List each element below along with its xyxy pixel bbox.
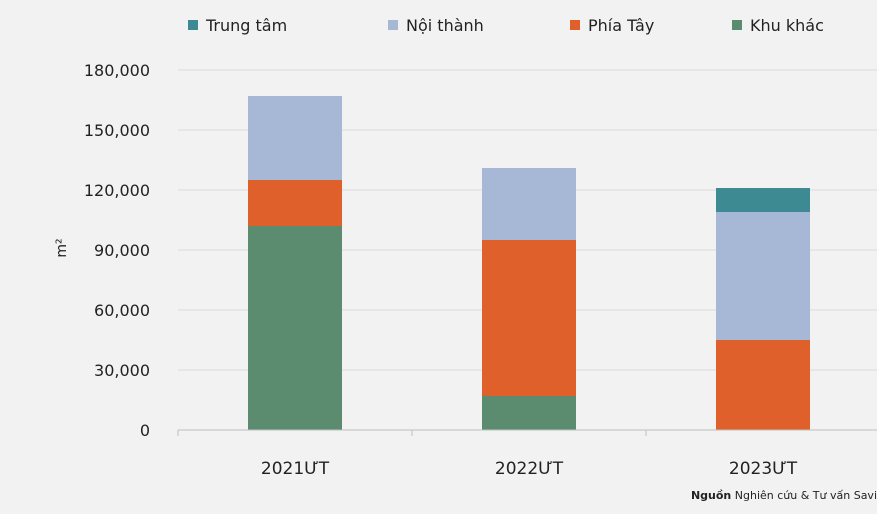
legend-item-khu-khac: Khu khác [732, 16, 824, 35]
x-category-labels: 2021ƯT 2022ƯT 2023ƯT [261, 459, 798, 479]
legend: Trung tâm Nội thành Phía Tây Khu khác [188, 16, 824, 35]
legend-item-noi-thanh: Nội thành [388, 16, 484, 35]
bar-segment-phia-tay [248, 180, 342, 226]
y-tick-label: 120,000 [84, 181, 150, 200]
x-category-label: 2022ƯT [495, 459, 564, 479]
legend-swatch [570, 20, 580, 30]
bar-segment-noi-thanh [716, 212, 810, 340]
y-tick-label: 60,000 [94, 301, 150, 320]
bar-segment-noi-thanh [482, 168, 576, 240]
legend-label: Phía Tây [588, 16, 654, 35]
legend-label: Trung tâm [205, 16, 287, 35]
bar-segment-phia-tay [716, 340, 810, 430]
source-text: Nghiên cứu & Tư vấn Savi [734, 489, 877, 502]
y-tick-label: 0 [140, 421, 150, 440]
y-tick-labels: 0 30,000 60,000 90,000 120,000 150,000 180,000 [84, 61, 150, 440]
source-note: Nguồn Nghiên cứu & Tư vấn Savi [691, 489, 877, 502]
legend-item-trung-tam: Trung tâm [188, 16, 287, 35]
bar-segment-phia-tay [482, 240, 576, 396]
legend-label: Nội thành [406, 16, 484, 35]
bar-segment-noi-thanh [248, 96, 342, 180]
y-tick-label: 150,000 [84, 121, 150, 140]
y-tick-label: 180,000 [84, 61, 150, 80]
x-category-label: 2023ƯT [729, 459, 798, 479]
bars [248, 96, 810, 430]
source-label: Nguồn [690, 489, 732, 502]
bar-segment-khu-khac [482, 396, 576, 430]
legend-swatch [388, 20, 398, 30]
y-axis-title: m² [54, 238, 70, 257]
y-tick-label: 30,000 [94, 361, 150, 380]
bar-segment-khu-khac [248, 226, 342, 430]
y-tick-label: 90,000 [94, 241, 150, 260]
bar-segment-trung-tam [716, 188, 810, 212]
legend-label: Khu khác [750, 16, 824, 35]
legend-item-phia-tay: Phía Tây [570, 16, 654, 35]
x-category-label: 2021ƯT [261, 459, 330, 479]
x-axis [177, 429, 877, 436]
legend-swatch [732, 20, 742, 30]
legend-swatch [188, 20, 198, 30]
